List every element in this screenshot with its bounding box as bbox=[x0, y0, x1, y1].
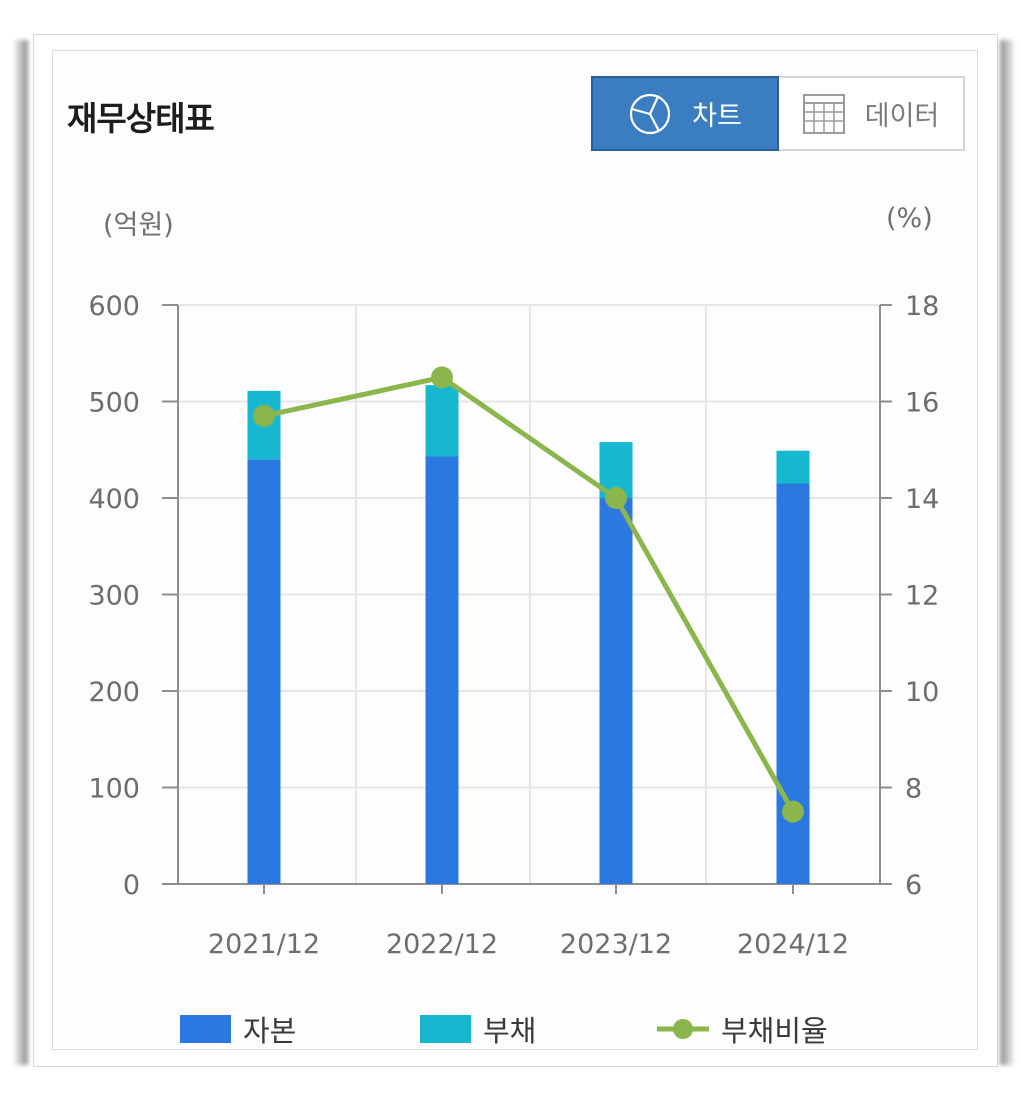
legend-item-ratio[interactable]: 부채비율 bbox=[657, 1009, 828, 1049]
ratio-line bbox=[263, 374, 796, 813]
ratio-point bbox=[253, 404, 275, 427]
chart-view-label: 차트 bbox=[692, 101, 742, 132]
left-axis-tick-label: 200 bbox=[88, 677, 140, 708]
left-axis-tick-label: 500 bbox=[88, 388, 140, 419]
left-axis-unit: (억원) bbox=[103, 210, 174, 241]
legend-label-ratio: 부채비율 bbox=[721, 1014, 828, 1048]
legend-item-liability[interactable]: 부채 bbox=[420, 1009, 536, 1049]
right-axis-tick-label: 12 bbox=[905, 581, 939, 612]
legend-swatch-ratio bbox=[657, 1019, 709, 1039]
legend-item-equity[interactable]: 자본 bbox=[180, 1009, 296, 1049]
bar-liability bbox=[776, 450, 810, 484]
bar-equity bbox=[425, 456, 459, 884]
x-axis-tick-label: 2022/12 bbox=[386, 929, 498, 960]
left-axis-tick-label: 0 bbox=[123, 870, 140, 901]
x-axis-tick-label: 2021/12 bbox=[208, 929, 320, 960]
data-view-button[interactable]: 데이터 bbox=[779, 76, 965, 151]
bar-liability bbox=[425, 385, 459, 457]
data-view-label: 데이터 bbox=[864, 101, 940, 132]
right-axis-tick-label: 10 bbox=[905, 677, 939, 708]
page-title: 재무상태표 bbox=[67, 99, 215, 138]
right-axis-tick-label: 14 bbox=[905, 484, 939, 515]
right-axis-tick-label: 8 bbox=[905, 774, 922, 805]
ratio-point bbox=[431, 366, 453, 389]
bar-equity bbox=[776, 483, 810, 884]
right-axis-unit: (%) bbox=[886, 203, 933, 234]
view-toggle: 차트 데이터 bbox=[591, 76, 965, 151]
left-axis-tick-label: 300 bbox=[88, 581, 140, 612]
chart-view-button[interactable]: 차트 bbox=[591, 76, 779, 151]
right-axis-tick-label: 16 bbox=[905, 388, 939, 419]
bar-equity bbox=[247, 459, 281, 884]
right-axis-tick-label: 18 bbox=[905, 291, 939, 322]
legend-swatch-liability bbox=[420, 1015, 471, 1043]
bar-equity bbox=[599, 498, 633, 884]
right-shadow bbox=[1000, 40, 1014, 1065]
ratio-point bbox=[605, 487, 627, 509]
table-grid-icon bbox=[802, 93, 845, 134]
left-shadow bbox=[14, 40, 28, 1065]
x-axis-tick-label: 2023/12 bbox=[560, 929, 672, 960]
legend-label-equity: 자본 bbox=[243, 1014, 297, 1048]
legend-label-liability: 부채 bbox=[483, 1014, 537, 1048]
x-axis-tick-label: 2024/12 bbox=[737, 929, 849, 960]
right-axis-tick-label: 6 bbox=[905, 870, 922, 901]
pie-chart-icon bbox=[628, 92, 672, 136]
left-axis-tick-label: 400 bbox=[88, 484, 140, 515]
left-axis-tick-label: 100 bbox=[88, 774, 140, 805]
legend-swatch-equity bbox=[180, 1015, 231, 1043]
left-axis-tick-label: 600 bbox=[88, 291, 140, 322]
ratio-point bbox=[782, 800, 804, 823]
